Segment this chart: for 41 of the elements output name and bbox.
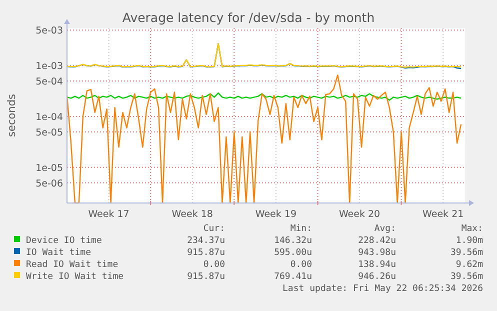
legend-label: Device IO time — [26, 236, 102, 246]
text: 146.32u — [274, 236, 312, 246]
text: 228.42u — [358, 236, 396, 246]
chart-title: Average latency for /dev/sda - by month — [122, 10, 375, 25]
text: Min: — [290, 224, 312, 234]
text: 915.87u — [187, 272, 225, 282]
line-series — [66, 92, 462, 101]
line-series — [66, 74, 462, 204]
y-tick-label: 5e-03 — [36, 26, 63, 37]
text: 0.00 — [290, 260, 312, 270]
x-tick-label: Week 20 — [338, 209, 380, 220]
text: 138.94u — [358, 260, 396, 270]
x-tick-label: Week 21 — [422, 209, 464, 220]
legend-label: IO Wait time — [26, 248, 92, 258]
text: 39.56m — [450, 248, 483, 258]
legend-label: Write IO Wait time — [26, 272, 124, 282]
text: Max: — [461, 224, 483, 234]
text: 0.00 — [203, 260, 225, 270]
text: 1.90m — [456, 236, 483, 246]
text: 943.98u — [358, 248, 396, 258]
y-tick-label: 5e-05 — [36, 127, 63, 138]
legend-label: Read IO Wait time — [26, 260, 118, 270]
x-tick-label: Week 18 — [172, 209, 213, 220]
text: 946.26u — [358, 272, 396, 282]
y-tick-label: 1e-04 — [36, 112, 63, 124]
text: 915.87u — [187, 248, 225, 258]
text: Last update: Fri May 22 06:25:34 2026 — [282, 284, 483, 294]
text: 769.41u — [274, 272, 312, 282]
text: 39.56m — [450, 272, 483, 282]
y-axis-title: seconds — [6, 94, 18, 137]
y-tick-label: 5e-04 — [36, 76, 63, 88]
y-tick-label: 5e-06 — [36, 178, 63, 190]
text: Cur: — [203, 224, 225, 234]
text: Avg: — [374, 224, 396, 234]
y-tick-label: 1e-05 — [36, 162, 63, 174]
x-tick-label: Week 17 — [88, 209, 130, 220]
x-tick-label: Week 19 — [255, 209, 297, 220]
y-tick-label: 1e-03 — [36, 61, 63, 72]
text: 595.00u — [274, 248, 312, 258]
text: 234.37u — [187, 236, 225, 246]
text: 9.62m — [456, 260, 483, 270]
